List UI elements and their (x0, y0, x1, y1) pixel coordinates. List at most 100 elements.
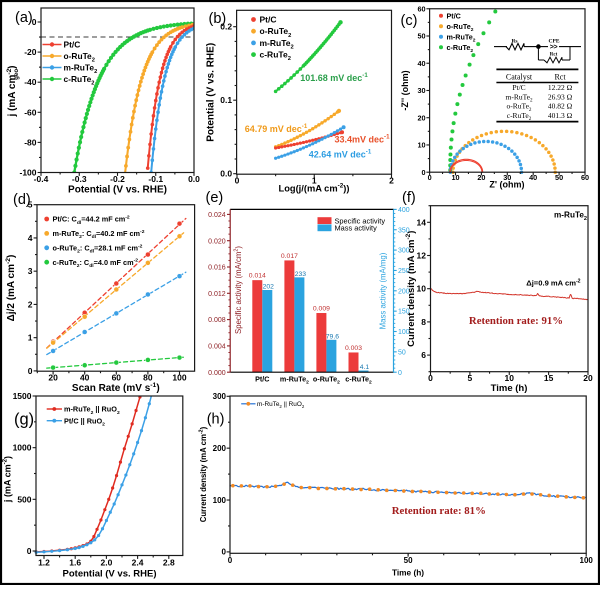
svg-text:Specific activity: Specific activity (335, 216, 386, 225)
svg-text:200: 200 (398, 288, 410, 295)
svg-text:100: 100 (580, 556, 594, 565)
svg-text:1.2: 1.2 (38, 558, 50, 568)
svg-text:60: 60 (112, 373, 122, 383)
svg-text:Pt/C || RuO2: Pt/C || RuO2 (64, 416, 105, 427)
svg-text:15: 15 (544, 373, 554, 383)
svg-text:100: 100 (398, 329, 410, 336)
svg-text:Catalyst: Catalyst (506, 73, 533, 82)
svg-text:40: 40 (529, 173, 537, 182)
svg-text:42.64 mV dec-1: 42.64 mV dec-1 (309, 149, 372, 160)
svg-text:2.4: 2.4 (132, 558, 144, 568)
svg-text:m-RuTe2: m-RuTe2 (554, 211, 587, 222)
svg-text:Retention rate: 81%: Retention rate: 81% (392, 505, 486, 517)
svg-text:150: 150 (398, 309, 410, 316)
svg-text:-60: -60 (24, 107, 37, 117)
svg-text:-80: -80 (24, 137, 37, 147)
svg-text:4: 4 (28, 233, 33, 243)
svg-text:Pt/C: Pt/C (260, 15, 277, 25)
svg-text:0: 0 (222, 548, 227, 557)
svg-text:Δj=0.9 mA cm-2: Δj=0.9 mA cm-2 (526, 278, 580, 287)
svg-text:c-RuTe2: c-RuTe2 (260, 50, 291, 63)
svg-text:Mass activity (mA/mg): Mass activity (mA/mg) (379, 252, 388, 329)
svg-text:10: 10 (417, 141, 425, 150)
svg-text:10: 10 (417, 284, 427, 294)
svg-text:233: 233 (295, 271, 307, 278)
svg-text:Z' (ohm): Z' (ohm) (489, 180, 524, 190)
svg-text:Specific activity (mA/cm2): Specific activity (mA/cm2) (234, 246, 243, 334)
svg-text:2: 2 (28, 299, 33, 309)
svg-text:30: 30 (417, 86, 425, 95)
svg-text:c-RuTe2: c-RuTe2 (507, 111, 532, 122)
svg-text:2.8: 2.8 (163, 558, 175, 568)
svg-text:Pt/C: Cdl=44.2 mF cm-2: Pt/C: Cdl=44.2 mF cm-2 (53, 215, 130, 226)
svg-text:0.003: 0.003 (345, 345, 362, 352)
svg-text:Retention rate: 91%: Retention rate: 91% (469, 315, 563, 327)
svg-text:12.22 Ω: 12.22 Ω (548, 83, 573, 92)
svg-text:Log(j/(mA cm-2)): Log(j/(mA cm-2)) (279, 183, 350, 194)
svg-text:0: 0 (428, 173, 432, 182)
svg-text:m-RuTe2 || RuO2: m-RuTe2 || RuO2 (257, 401, 305, 409)
svg-text:Rct: Rct (550, 53, 558, 58)
svg-text:-0.3: -0.3 (72, 174, 87, 184)
svg-text:c-RuTe2: Cdl=4.0 mF cm-2: c-RuTe2: Cdl=4.0 mF cm-2 (53, 258, 139, 269)
svg-text:100: 100 (213, 496, 227, 505)
svg-text:0: 0 (398, 370, 402, 377)
svg-text:60: 60 (581, 173, 589, 182)
svg-text:1: 1 (28, 333, 33, 343)
svg-text:0.016: 0.016 (208, 265, 226, 272)
svg-text:50: 50 (398, 349, 406, 356)
svg-text:Pt/C: Pt/C (255, 375, 269, 384)
svg-text:2: 2 (389, 176, 394, 186)
svg-text:1500: 1500 (13, 391, 32, 401)
svg-text:-0.4: -0.4 (34, 174, 49, 184)
svg-text:0.0: 0.0 (220, 169, 232, 179)
svg-text:Time (h): Time (h) (491, 383, 528, 394)
svg-text:500: 500 (17, 494, 31, 504)
svg-text:Current density (mA cm-2): Current density (mA cm-2) (199, 426, 208, 522)
svg-text:33.4mV dec-1: 33.4mV dec-1 (335, 134, 391, 145)
svg-text:m-RuTe2: m-RuTe2 (447, 32, 476, 43)
svg-text:0: 0 (235, 176, 240, 186)
svg-text:0.017: 0.017 (281, 253, 298, 260)
svg-text:m-RuTe2 || RuO2: m-RuTe2 || RuO2 (64, 405, 120, 416)
svg-text:0.004: 0.004 (208, 344, 226, 351)
svg-text:250: 250 (398, 268, 410, 275)
svg-text:0: 0 (27, 546, 32, 556)
svg-text:(b): (b) (209, 11, 227, 27)
svg-text:20: 20 (48, 373, 58, 383)
svg-text:30: 30 (503, 173, 511, 182)
svg-text:-0.1: -0.1 (148, 174, 163, 184)
svg-text:14: 14 (417, 217, 427, 227)
svg-text:1.6: 1.6 (69, 558, 81, 568)
svg-text:3: 3 (28, 266, 33, 276)
svg-text:Potential (V vs. RHE): Potential (V vs. RHE) (206, 43, 217, 142)
svg-text:(a): (a) (15, 10, 33, 26)
svg-text:6: 6 (421, 350, 426, 360)
svg-text:50: 50 (404, 556, 413, 565)
svg-text:Δj/2 (mA cm-2): Δj/2 (mA cm-2) (5, 255, 17, 322)
svg-text:c-RuTe2: c-RuTe2 (447, 43, 474, 54)
svg-text:26.93 Ω: 26.93 Ω (548, 92, 573, 101)
svg-text:60: 60 (417, 4, 425, 13)
svg-text:m-RuTe2: Cdl=40.2 mF cm-2: m-RuTe2: Cdl=40.2 mF cm-2 (53, 229, 145, 240)
svg-text:20: 20 (583, 373, 593, 383)
svg-text:50: 50 (555, 173, 563, 182)
svg-text:0: 0 (32, 17, 37, 27)
svg-text:10: 10 (451, 173, 459, 182)
svg-text:Rct: Rct (554, 73, 566, 82)
svg-text:79.6: 79.6 (326, 333, 339, 340)
svg-text:1: 1 (312, 176, 317, 186)
svg-text:o-RuTe2: o-RuTe2 (313, 375, 340, 386)
svg-text:202: 202 (263, 283, 275, 290)
svg-text:12: 12 (417, 251, 427, 261)
svg-text:101.68 mV dec-1: 101.68 mV dec-1 (300, 72, 368, 83)
svg-text:0: 0 (428, 373, 433, 383)
svg-text:Pt/C: Pt/C (447, 11, 461, 20)
svg-text:j (mA cm-2): j (mA cm-2) (2, 456, 13, 503)
svg-text:>>: >> (550, 44, 558, 51)
svg-text:0.024: 0.024 (208, 212, 226, 219)
svg-text:(g): (g) (14, 411, 34, 429)
svg-text:0.000: 0.000 (208, 370, 226, 377)
svg-text:0.1: 0.1 (220, 95, 232, 105)
svg-text:Mass activity: Mass activity (335, 224, 378, 233)
